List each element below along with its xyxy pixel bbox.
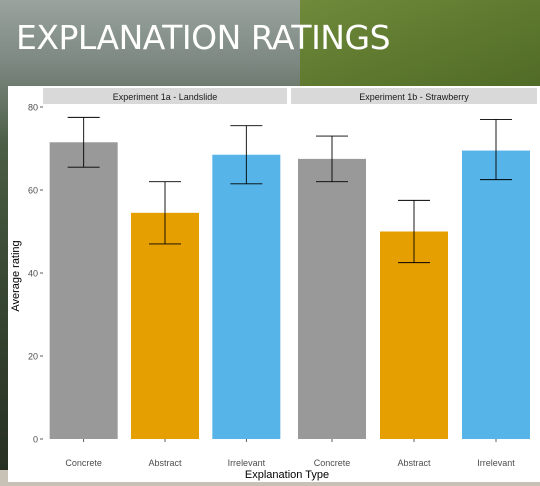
x-tick-label-abstract: Abstract bbox=[148, 458, 182, 468]
facet-strip-2 bbox=[291, 88, 537, 104]
bar-chart: Experiment 1a - Landslide Experiment 1b -… bbox=[10, 88, 537, 481]
x-tick-label-concrete: Concrete bbox=[65, 458, 102, 468]
y-tick-label: 20 bbox=[28, 352, 38, 362]
bar-irrelevant-panel-2 bbox=[462, 150, 530, 439]
slide-title: EXPLANATION RATINGS bbox=[16, 18, 391, 57]
x-tick-label-irrelevant: Irrelevant bbox=[477, 458, 515, 468]
x-axis-label: Explanation Type bbox=[245, 469, 329, 481]
bar-concrete-panel-1 bbox=[49, 142, 118, 439]
y-tick-label: 60 bbox=[28, 186, 38, 196]
bar-abstract-panel-2 bbox=[380, 231, 448, 439]
bar-irrelevant-panel-1 bbox=[212, 154, 281, 439]
x-tick-label-irrelevant: Irrelevant bbox=[228, 458, 266, 468]
facet-strip-label-2: Experiment 1b - Strawberry bbox=[359, 92, 469, 102]
y-tick-label: 40 bbox=[28, 269, 38, 279]
y-tick-label: 80 bbox=[28, 103, 38, 113]
y-tick-label: 0 bbox=[33, 435, 38, 445]
facet-strip-label-1: Experiment 1a - Landslide bbox=[113, 92, 218, 102]
y-axis-label: Average rating bbox=[10, 240, 22, 311]
facet-strip-1 bbox=[43, 88, 287, 104]
bar-abstract-panel-1 bbox=[131, 212, 199, 439]
chart-panel: Experiment 1a - Landslide Experiment 1b -… bbox=[8, 86, 540, 482]
x-tick-label-concrete: Concrete bbox=[314, 458, 351, 468]
bar-concrete-panel-2 bbox=[298, 158, 366, 439]
x-tick-label-abstract: Abstract bbox=[397, 458, 431, 468]
